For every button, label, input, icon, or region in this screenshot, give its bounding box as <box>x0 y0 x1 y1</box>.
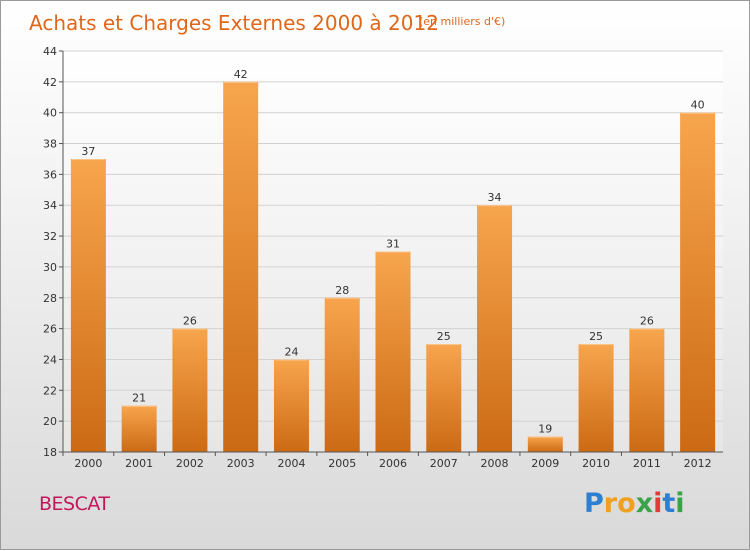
x-tick-labels: 2000 2001 2002 2003 2004 2005 2006 2007 2008 2009… <box>62 452 712 470</box>
bar <box>375 251 411 452</box>
commune-name: BESCAT <box>39 493 110 515</box>
y-tick-label: 30 <box>43 261 57 274</box>
x-tick-label: 2012 <box>684 457 712 470</box>
y-tick-label: 28 <box>43 292 57 305</box>
y-tick-label: 40 <box>43 107 57 120</box>
bar <box>223 81 259 452</box>
value-label: 21 <box>132 392 146 405</box>
bar <box>477 205 513 452</box>
bar <box>527 436 563 452</box>
y-tick-label: 34 <box>43 199 57 212</box>
y-tick-label: 24 <box>43 353 57 366</box>
bar <box>629 328 665 452</box>
logo-letter: t <box>662 488 676 519</box>
y-tick-label: 42 <box>43 76 57 89</box>
logo-letter: x <box>635 488 654 519</box>
x-tick-label: 2011 <box>633 457 661 470</box>
value-label: 26 <box>183 315 197 328</box>
x-tick-label: 2007 <box>430 457 458 470</box>
bar <box>578 344 614 452</box>
value-label: 34 <box>488 191 502 204</box>
value-label: 37 <box>81 145 95 158</box>
logo-letter: P <box>584 488 604 519</box>
value-label: 26 <box>640 315 654 328</box>
x-tick-label: 2005 <box>328 457 356 470</box>
bar <box>121 405 157 452</box>
x-tick-label: 2003 <box>227 457 255 470</box>
logo-letter: i <box>653 488 663 519</box>
bar <box>680 112 716 452</box>
value-label: 31 <box>386 238 400 251</box>
logo-letter: o <box>617 488 636 519</box>
y-tick-label: 32 <box>43 230 57 243</box>
x-tick-label: 2009 <box>531 457 559 470</box>
value-label: 24 <box>284 345 298 358</box>
value-label: 19 <box>538 423 552 436</box>
y-tick-labels: 18 20 22 24 26 28 30 32 34 36 38 40 42 44 <box>43 45 57 459</box>
chart-title: Achats et Charges Externes 2000 à 2012 <box>29 11 439 35</box>
y-tick-label: 36 <box>43 168 57 181</box>
bar <box>172 328 208 452</box>
x-tick-label: 2000 <box>74 457 102 470</box>
value-label: 25 <box>437 330 451 343</box>
x-tick-label: 2001 <box>125 457 153 470</box>
x-tick-label: 2008 <box>481 457 509 470</box>
y-tick-label: 38 <box>43 138 57 151</box>
y-tick-label: 18 <box>43 446 57 459</box>
x-tick-label: 2010 <box>582 457 610 470</box>
x-tick-label: 2006 <box>379 457 407 470</box>
y-tick-label: 44 <box>43 45 57 58</box>
chart-unit: (en milliers d'€) <box>419 15 505 28</box>
logo-letter: i <box>675 488 685 519</box>
value-label: 40 <box>691 99 705 112</box>
value-labels: 37 21 26 42 24 28 31 25 34 19 25 26 40 <box>81 68 704 436</box>
proxiti-logo: Proxiti <box>584 488 685 519</box>
value-label: 42 <box>234 68 248 81</box>
x-tick-label: 2002 <box>176 457 204 470</box>
logo-letter: r <box>603 488 618 519</box>
y-tick-label: 22 <box>43 384 57 397</box>
value-label: 28 <box>335 284 349 297</box>
y-tick-label: 26 <box>43 323 57 336</box>
y-tick-label: 20 <box>43 415 57 428</box>
bar <box>273 359 309 452</box>
axes <box>62 51 723 453</box>
bar <box>426 344 462 452</box>
bars-group <box>70 81 716 452</box>
bar <box>324 297 360 452</box>
x-tick-label: 2004 <box>277 457 305 470</box>
bar <box>70 158 106 452</box>
value-label: 25 <box>589 330 603 343</box>
